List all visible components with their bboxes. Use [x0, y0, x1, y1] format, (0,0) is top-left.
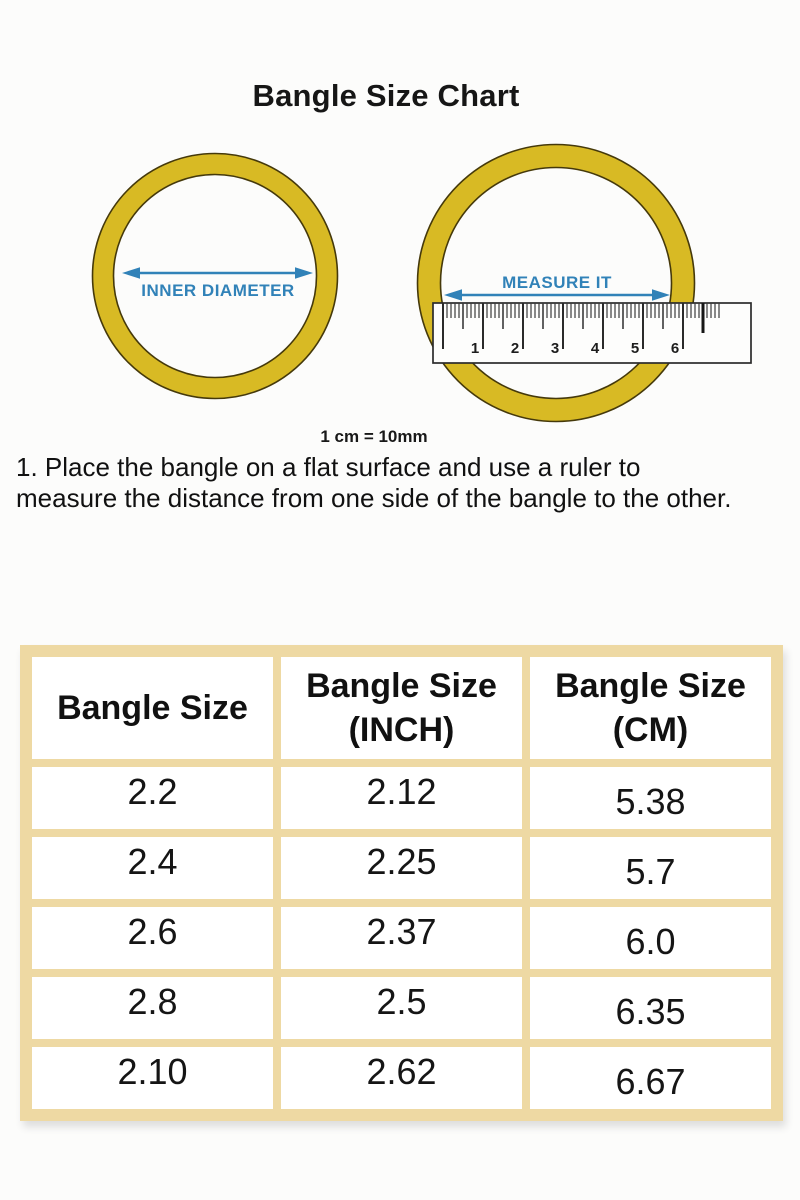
header-line: (INCH)	[348, 711, 455, 749]
table-header-inch: Bangle Size (INCH)	[281, 657, 522, 759]
page-title: Bangle Size Chart	[252, 78, 520, 113]
instruction-line-1: 1. Place the bangle on a flat surface an…	[16, 452, 641, 482]
inner-diameter-arrow-icon	[122, 267, 313, 279]
table-cell: 2.25	[281, 837, 522, 899]
header-line: Bangle Size	[555, 667, 746, 705]
header-line: Bangle Size	[57, 689, 248, 727]
table-cell: 2.6	[32, 907, 273, 969]
measure-it-label: MEASURE IT	[502, 273, 612, 292]
inner-diameter-label: INNER DIAMETER	[141, 281, 294, 300]
ruler-ticks	[442, 303, 720, 349]
instruction-line-2: measure the distance from one side of th…	[16, 483, 732, 513]
ruler-number: 5	[631, 340, 639, 357]
table-cell: 6.0	[530, 907, 771, 969]
bangle-illustration: INNER DIAMETER 1 2 3 4 5 6 MEASURE IT	[91, 143, 752, 423]
ruler-numbers: 1 2 3 4 5 6	[471, 340, 679, 357]
table-cell: 2.12	[281, 767, 522, 829]
ruler-number: 6	[671, 340, 679, 357]
table-header-cm: Bangle Size (CM)	[530, 657, 771, 759]
table-cell: 6.35	[530, 977, 771, 1039]
left-bangle-ring	[91, 152, 339, 400]
table-cell: 2.2	[32, 767, 273, 829]
measure-it-arrow-icon	[444, 289, 670, 301]
header-line: (CM)	[612, 711, 689, 749]
table-cell: 6.67	[530, 1047, 771, 1109]
table-cell: 5.7	[530, 837, 771, 899]
table-cell: 2.62	[281, 1047, 522, 1109]
right-bangle-ring	[416, 143, 696, 423]
ruler-number: 1	[471, 340, 479, 357]
ruler-number: 3	[551, 340, 559, 357]
table-cell: 2.4	[32, 837, 273, 899]
table-cell: 2.5	[281, 977, 522, 1039]
ruler-number: 4	[591, 340, 600, 357]
table-cell: 2.37	[281, 907, 522, 969]
ruler: 1 2 3 4 5 6	[432, 302, 752, 364]
ruler-number: 2	[511, 340, 519, 357]
bangle-size-table: Bangle Size Bangle Size (INCH) Bangle Si…	[20, 645, 783, 1121]
table-header-size: Bangle Size	[32, 657, 273, 759]
table-cell: 2.10	[32, 1047, 273, 1109]
table-cell: 5.38	[530, 767, 771, 829]
header-line: Bangle Size	[306, 667, 497, 705]
instruction-text: 1. Place the bangle on a flat surface an…	[16, 452, 794, 514]
table-cell: 2.8	[32, 977, 273, 1039]
unit-note: 1 cm = 10mm	[320, 427, 428, 446]
